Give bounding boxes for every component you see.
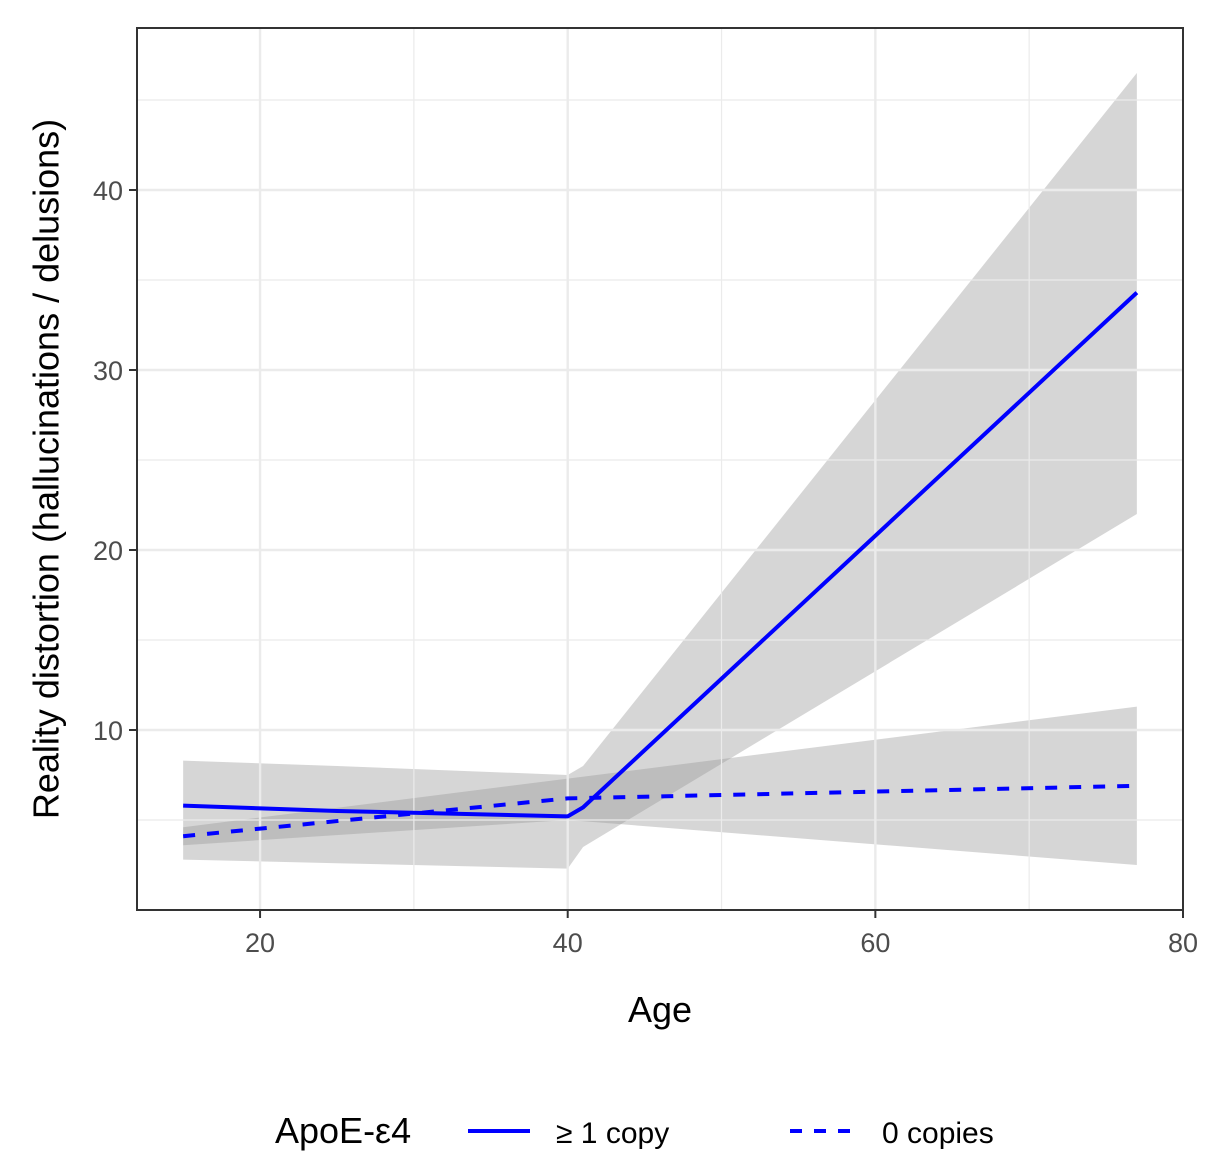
legend-label-one-copy: ≥ 1 copy [556, 1117, 669, 1150]
y-tick-label: 30 [93, 356, 123, 386]
grid-group [137, 28, 1183, 910]
legend-label-zero-copies: 0 copies [882, 1117, 994, 1150]
line-group [182, 291, 1139, 839]
ci-ribbon-series-1 [183, 706, 1137, 865]
x-tick-label: 20 [245, 928, 275, 958]
axes-group: 20 40 60 80 10 20 30 40 [93, 27, 1198, 958]
y-tick-label: 20 [93, 536, 123, 566]
y-tick-label: 10 [93, 716, 123, 746]
y-axis-title: Reality distortion (hallucinations / del… [26, 119, 67, 819]
panel-background [137, 28, 1183, 910]
legend-title: ApoE-ε4 [275, 1110, 411, 1151]
y-tick-label: 40 [93, 176, 123, 206]
x-tick-label: 80 [1168, 928, 1198, 958]
titles-group: Age Reality distortion (hallucinations /… [26, 119, 692, 1030]
ribbon-group [137, 28, 1183, 910]
line-series-0 [183, 291, 1139, 819]
x-tick-label: 40 [553, 928, 583, 958]
line-series-1 [182, 783, 1137, 839]
x-tick-label: 60 [860, 928, 890, 958]
x-axis-title: Age [628, 989, 692, 1030]
panel-border [136, 27, 1184, 911]
legend: ApoE-ε4 ≥ 1 copy 0 copies [275, 1110, 994, 1151]
